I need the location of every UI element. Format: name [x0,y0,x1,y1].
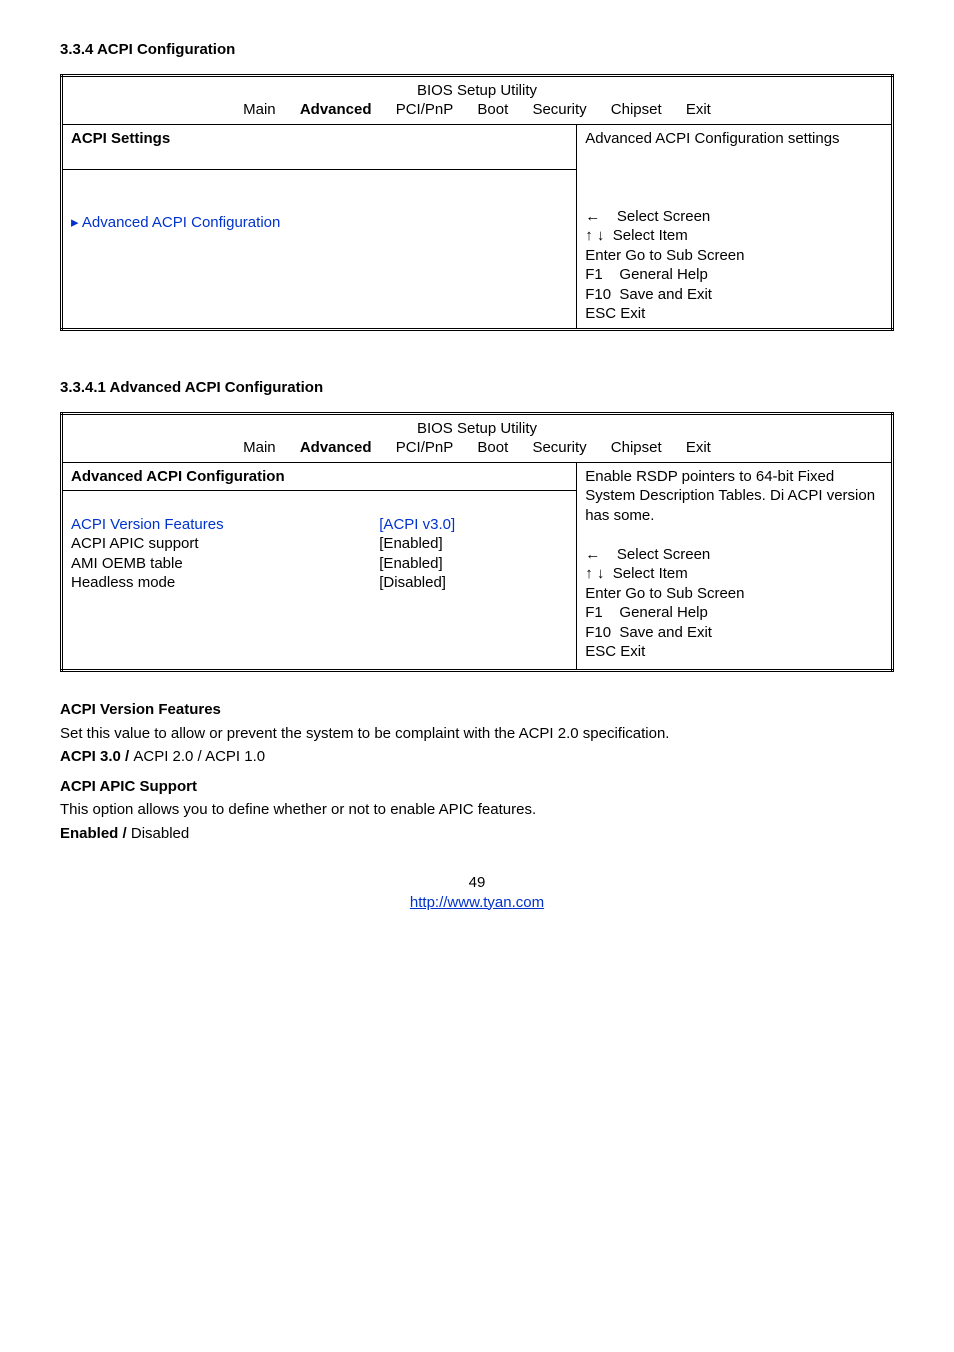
bios-table-1: BIOS Setup Utility Main Advanced PCI/PnP… [60,74,894,331]
val-apic: [Enabled] [379,534,442,554]
adv-acpi-heading: Advanced ACPI Configuration [71,468,285,485]
bios-table-2: BIOS Setup Utility Main Advanced PCI/PnP… [60,412,894,673]
desc-ver-feat: Set this value to allow or prevent the s… [60,724,894,744]
left-heading-cell: ACPI Settings [62,124,577,169]
heading-apic: ACPI APIC Support [60,777,894,797]
right-cell-2: Enable RSDP pointers to 64-bit Fixed Sys… [577,462,893,671]
setup-title: BIOS Setup Utility Main Advanced PCI/PnP… [62,75,893,124]
val-headless: [Disabled] [379,573,446,593]
item-apic: ACPI APIC support [71,534,379,554]
help2-f1: General Help [619,604,707,621]
setup-title-text-2: BIOS Setup Utility [71,419,883,439]
tab2-boot: Boot [467,438,518,458]
right-desc-2: Enable RSDP pointers to 64-bit Fixed Sys… [585,467,883,526]
menu-advanced-acpi-label: Advanced ACPI Configuration [82,214,280,231]
section-heading-1: 3.3.4 ACPI Configuration [60,40,894,60]
tab2-chipset: Chipset [601,438,672,458]
tab2-advanced: Advanced [290,438,382,458]
help-block: ← Select Screen ↑ ↓ Select Item Enter Go… [585,207,883,324]
tab-security: Security [522,100,596,120]
help-esc: ESC Exit [585,304,883,324]
tab-main: Main [233,100,286,120]
footer-link[interactable]: http://www.tyan.com [410,894,544,911]
val-oemb: [Enabled] [379,554,442,574]
help-enter: Enter Go to Sub Screen [585,246,883,266]
help2-f10: Save and Exit [619,624,712,641]
section-heading-2: 3.3.4.1 Advanced ACPI Configuration [60,378,894,398]
help2-select-screen: Select Screen [617,546,710,563]
help2-enter: Enter Go to Sub Screen [585,584,883,604]
opts-ver-feat: ACPI 3.0 / ACPI 2.0 / ACPI 1.0 [60,747,894,767]
tab2-main: Main [233,438,286,458]
tab-chipset: Chipset [601,100,672,120]
help2-esc: ESC Exit [585,642,883,662]
left-menu-cell: ▸ Advanced ACPI Configuration [62,169,577,329]
setup-title-2: BIOS Setup Utility Main Advanced PCI/PnP… [62,413,893,462]
left-heading-cell-2: Advanced ACPI Configuration [62,462,577,491]
right-desc: Advanced ACPI Configuration settings [585,129,883,149]
tabs-row: Main Advanced PCI/PnP Boot Security Chip… [71,100,883,120]
tab2-exit: Exit [676,438,721,458]
help-f1: General Help [619,266,707,283]
footer: 49 http://www.tyan.com [60,873,894,912]
help-f10: Save and Exit [619,286,712,303]
val-ver-feat: [ACPI v3.0] [379,515,455,535]
help-block-2: ← Select Screen ↑ ↓ Select Item Enter Go… [585,545,883,662]
tab2-pcipnp: PCI/PnP [386,438,464,458]
help2-select-item: Select Item [613,565,688,582]
acpi-settings-heading: ACPI Settings [71,130,170,147]
opt1-rest: ACPI 2.0 / ACPI 1.0 [133,748,265,765]
f10-label: F10 [585,286,611,303]
opt2-bold: Enabled / [60,825,131,842]
menu-advanced-acpi: ▸ Advanced ACPI Configuration [71,214,280,231]
f1-label: F1 [585,266,603,283]
setup-title-text: BIOS Setup Utility [71,81,883,101]
item-ver-feat: ACPI Version Features [71,515,379,535]
help-select-screen: Select Screen [617,208,710,225]
item-headless: Headless mode [71,573,379,593]
tab-boot: Boot [467,100,518,120]
f1-label-2: F1 [585,604,603,621]
left-items-cell: ACPI Version Features[ACPI v3.0] ACPI AP… [62,491,577,671]
desc-apic: This option allows you to define whether… [60,800,894,820]
arrow-updown-icon-2: ↑ ↓ [585,565,604,582]
f10-label-2: F10 [585,624,611,641]
tab-pcipnp: PCI/PnP [386,100,464,120]
opt1-bold: ACPI 3.0 / [60,748,133,765]
help-select-item: Select Item [613,227,688,244]
arrow-left-icon-2: ← [585,546,600,563]
tabs-row-2: Main Advanced PCI/PnP Boot Security Chip… [71,438,883,458]
tab2-security: Security [522,438,596,458]
opt2-rest: Disabled [131,825,189,842]
arrow-left-icon: ← [585,208,600,225]
opts-apic: Enabled / Disabled [60,824,894,844]
page-number: 49 [60,873,894,893]
tab-exit: Exit [676,100,721,120]
arrow-updown-icon: ↑ ↓ [585,227,604,244]
right-cell: Advanced ACPI Configuration settings ← S… [577,124,893,329]
item-oemb: AMI OEMB table [71,554,379,574]
heading-ver-feat: ACPI Version Features [60,700,894,720]
tab-advanced: Advanced [290,100,382,120]
